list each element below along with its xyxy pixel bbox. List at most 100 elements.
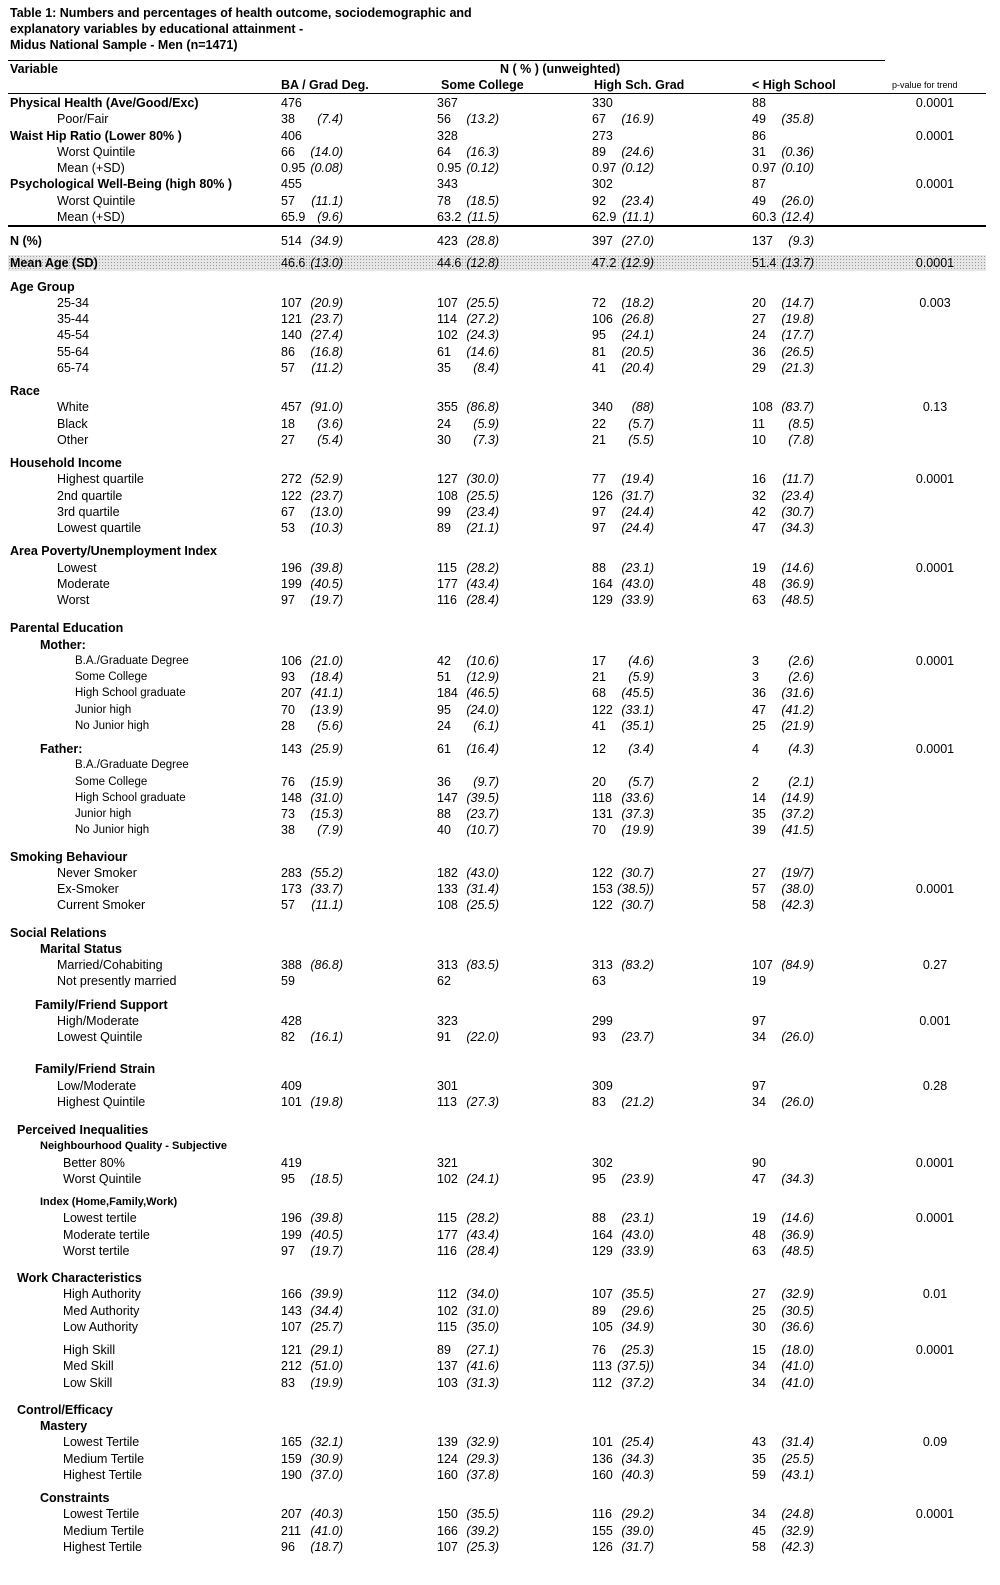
percent-cell: (24.3) [466, 328, 499, 343]
header-col-some-college: Some College [441, 78, 524, 92]
count-cell: 90 [752, 1155, 766, 1170]
row-label: Ex-Smoker [57, 882, 119, 896]
count-cell: 57 [281, 360, 295, 375]
percent-cell: (11.5) [467, 209, 499, 224]
table-row: Some College 76 (15.9) 36 (9.7) 20 (5.7) 2 (2.1) [0, 774, 1000, 790]
percent-cell: (31.7) [621, 488, 654, 503]
table-row: Medium Tertile 159 (30.9) 124 (29.3) 136 (34.3… [0, 1451, 1000, 1467]
table-row: Mean (+SD) 65.9 (9.6) 63.2 (11.5) 62.9 (11.1) 6… [0, 209, 1000, 225]
count-cell: 118 [592, 790, 612, 805]
percent-cell: (14.7) [781, 295, 814, 310]
row-label: Medium Tertile [63, 1523, 145, 1538]
count-cell: 397 [592, 234, 613, 248]
percent-cell: (30.7) [781, 504, 814, 519]
table-row: White 457 (91.0) 355 (86.8) 340 (88) 108 (83.7) 0… [0, 399, 1000, 415]
percent-cell: (27.2) [466, 312, 499, 326]
percent-cell: (52.9) [310, 472, 343, 487]
percent-cell: (21.3) [781, 360, 814, 375]
count-cell: 25 [752, 718, 766, 733]
count-cell: 63 [592, 974, 606, 989]
percent-cell: (37.2) [621, 1375, 654, 1390]
row-label: Physical Health (Ave/Good/Exc) [10, 96, 199, 110]
count-cell: 21 [592, 432, 606, 447]
percent-cell: (9.7) [473, 774, 499, 789]
pvalue-cell: 0.0001 [915, 1155, 955, 1170]
count-cell: 343 [437, 177, 458, 192]
percent-cell: (34.3) [781, 521, 814, 535]
count-cell: 30 [752, 1319, 766, 1334]
row-label: Highest Quintile [57, 1094, 146, 1109]
count-cell: 22 [592, 416, 606, 431]
count-cell: 89 [592, 1303, 606, 1318]
pvalue-cell: 0.0001 [915, 560, 955, 575]
percent-cell: (19.4) [621, 472, 654, 487]
count-cell: 10 [752, 432, 766, 447]
row-label: Some College [75, 671, 148, 683]
percent-cell: (31.4) [781, 1435, 814, 1450]
count-cell: 47 [752, 1171, 766, 1186]
percent-cell: (30.7) [621, 898, 654, 913]
percent-cell: (19.8) [781, 312, 814, 326]
count-cell: 73 [281, 807, 295, 821]
count-cell: 24 [437, 416, 451, 431]
row-label: High Skill [63, 1343, 116, 1357]
percent-cell: (33.9) [621, 1243, 654, 1258]
row-label: Medium Tertile [63, 1451, 145, 1466]
percent-cell: (39.9) [310, 1287, 343, 1302]
count-cell: 76 [281, 774, 295, 789]
count-cell: 127 [437, 472, 458, 487]
percent-cell: (88) [631, 400, 654, 415]
percent-cell: (23.7) [310, 488, 343, 503]
count-cell: 115 [437, 1211, 457, 1226]
percent-cell: (5.7) [628, 416, 654, 431]
percent-cell: (9.6) [317, 209, 343, 224]
count-cell: 457 [281, 400, 302, 415]
percent-cell: (10.7) [466, 823, 499, 838]
count-cell: 143 [281, 1303, 302, 1318]
percent-cell: (91.0) [310, 400, 343, 415]
header-variable: Variable [10, 62, 58, 76]
percent-cell: (19.7) [310, 593, 343, 607]
section-rule [8, 225, 986, 227]
count-cell: 72 [592, 295, 606, 310]
row-label: No Junior high [75, 719, 150, 732]
table-row: Current Smoker 57 (11.1) 108 (25.5) 122 (30.7)… [0, 897, 1000, 913]
count-cell: 388 [281, 958, 302, 972]
percent-cell: (41.0) [310, 1523, 343, 1538]
table-row: 25-34 107 (20.9) 107 (25.5) 72 (18.2) 20 (14.7) 0… [0, 295, 1000, 311]
count-cell: 115 [437, 1319, 457, 1334]
count-cell: 38 [281, 823, 295, 838]
percent-cell: (23.1) [621, 560, 654, 575]
count-cell: 184 [437, 686, 458, 701]
row-label: Med Skill [63, 1359, 114, 1374]
table-row: Low Skill 83 (19.9) 103 (31.3) 112 (37.2) 34 (41… [0, 1375, 1000, 1391]
row-label: 35-44 [57, 312, 89, 326]
table-row: Moderate 199 (40.5) 177 (43.4) 164 (43.0) 48 (36… [0, 576, 1000, 592]
count-cell: 41 [592, 718, 606, 733]
percent-cell: (24.1) [621, 328, 654, 343]
percent-cell: (19.8) [310, 1094, 343, 1109]
row-label: Low Authority [63, 1319, 139, 1334]
count-cell: 67 [592, 112, 606, 127]
count-cell: 15 [752, 1343, 766, 1357]
row-label: 45-54 [57, 328, 89, 343]
percent-cell: (35.1) [621, 718, 654, 733]
count-cell: 3 [752, 653, 759, 668]
count-cell: 165 [281, 1435, 302, 1450]
percent-cell: (39.8) [310, 1211, 343, 1226]
count-cell: 107 [281, 1319, 302, 1334]
percent-cell: (8.4) [473, 360, 499, 375]
count-cell: 48 [752, 576, 766, 591]
row-label: Low Skill [63, 1375, 113, 1390]
percent-cell: (37.3) [621, 807, 654, 821]
count-cell: 97 [592, 504, 606, 519]
percent-cell: (7.3) [473, 432, 499, 447]
count-cell: 51.4 [752, 256, 777, 271]
table-row: B.A./Graduate Degree [0, 757, 1000, 773]
percent-cell: (36.9) [781, 1227, 814, 1242]
count-cell: 107 [752, 958, 773, 972]
table-row: Work Characteristics [0, 1270, 1000, 1286]
percent-cell: (22.0) [466, 1030, 499, 1044]
count-cell: 89 [592, 144, 606, 159]
